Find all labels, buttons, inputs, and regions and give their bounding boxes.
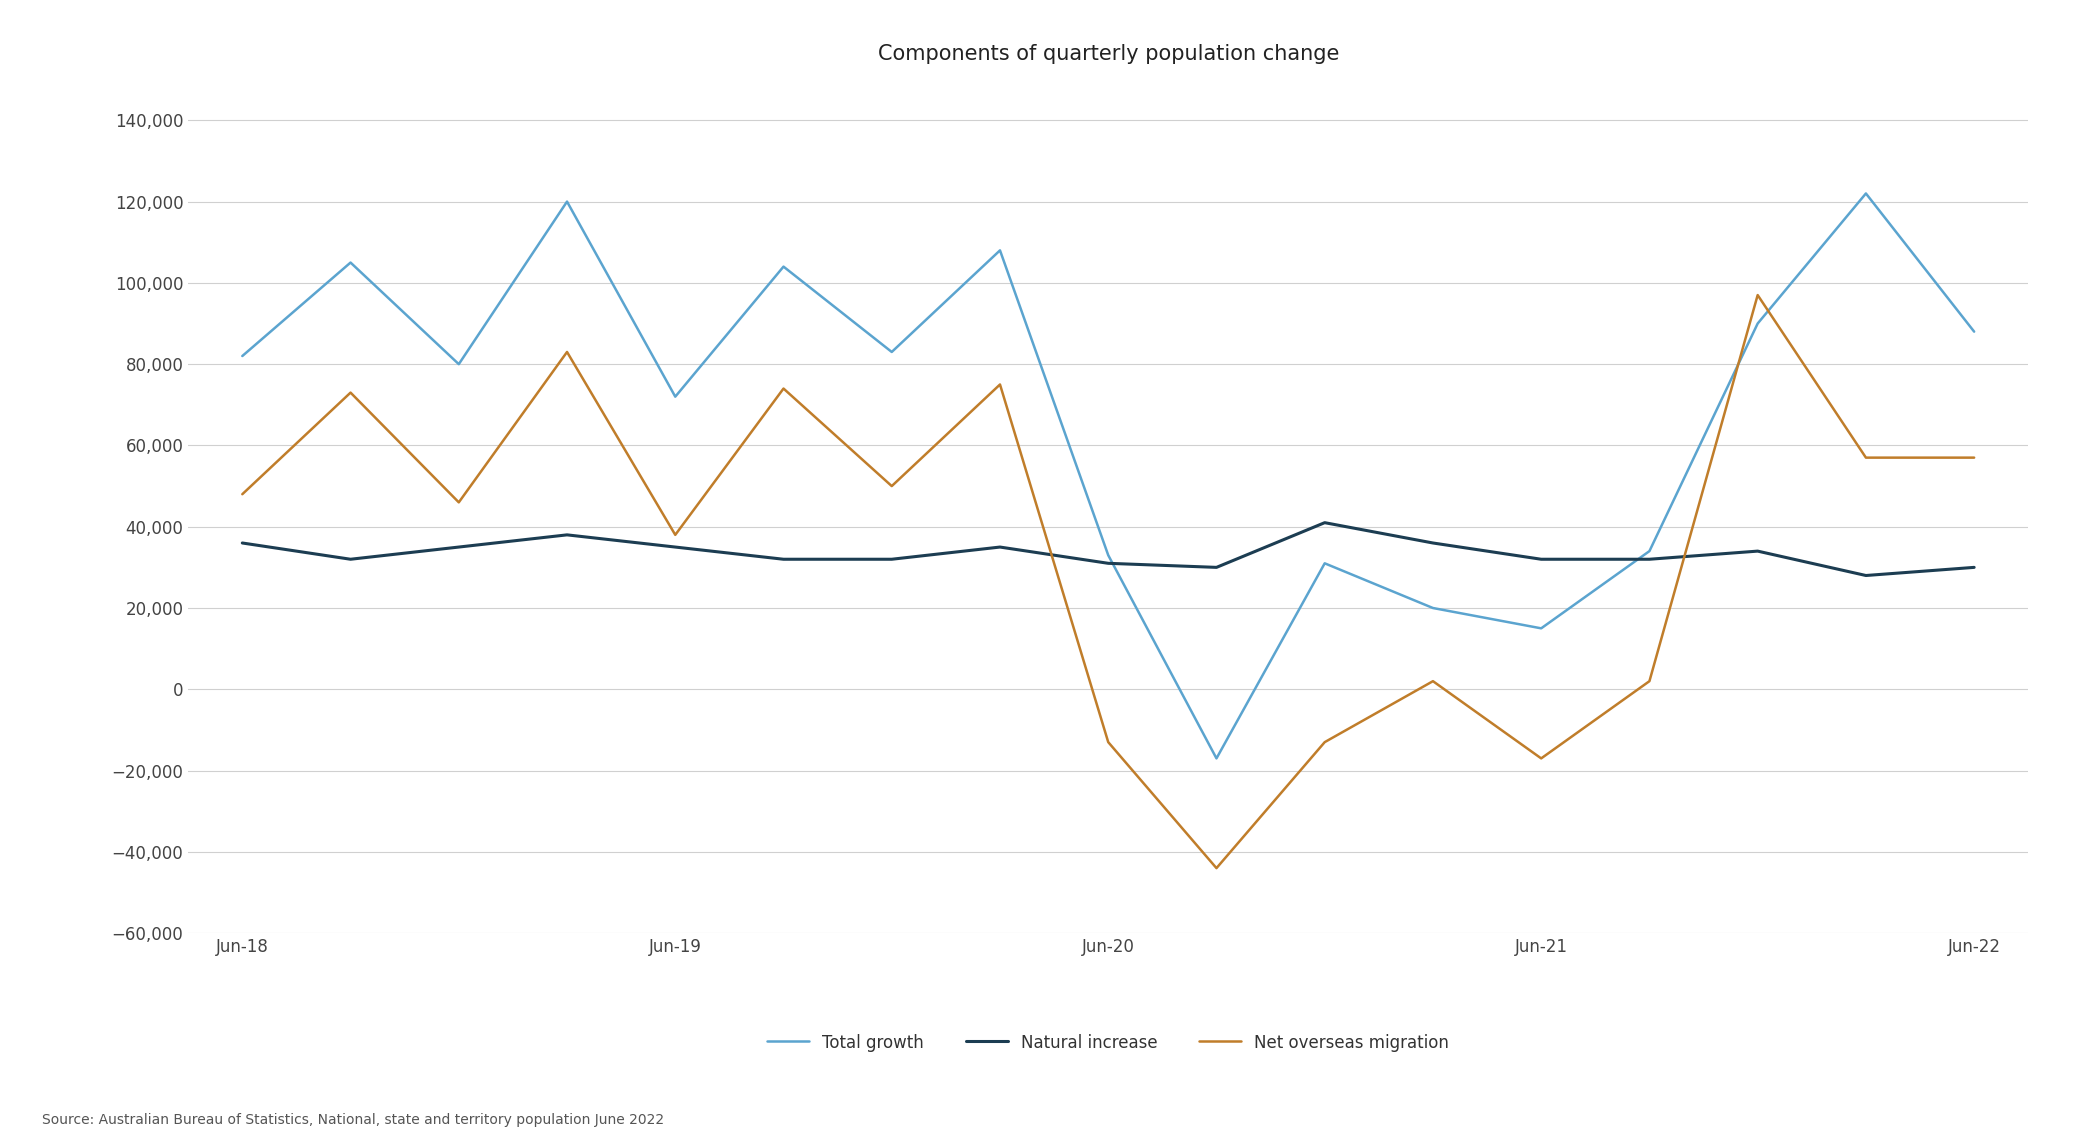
Total growth — [987, 244, 1012, 257]
Total growth — [230, 349, 255, 363]
Total growth — [1637, 544, 1662, 558]
Total growth — [445, 357, 470, 371]
Net overseas migration — [1961, 451, 1986, 464]
Text: Source: Australian Bureau of Statistics, National, state and territory populatio: Source: Australian Bureau of Statistics,… — [42, 1113, 665, 1127]
Legend: Total growth, Natural increase, Net overseas migration: Total growth, Natural increase, Net over… — [761, 1026, 1455, 1058]
Net overseas migration — [1853, 451, 1878, 464]
Natural increase — [230, 536, 255, 550]
Total growth — [1313, 556, 1338, 570]
Natural increase — [339, 552, 364, 566]
Net overseas migration — [878, 479, 903, 493]
Total growth — [1420, 601, 1445, 615]
Natural increase — [1529, 552, 1554, 566]
Natural increase — [554, 528, 579, 542]
Net overseas migration — [1204, 861, 1230, 875]
Net overseas migration — [1420, 675, 1445, 688]
Total growth — [663, 390, 688, 404]
Net overseas migration — [663, 528, 688, 542]
Net overseas migration — [1746, 288, 1771, 302]
Total growth — [1096, 549, 1121, 562]
Net overseas migration — [1313, 735, 1338, 749]
Total growth — [1961, 324, 1986, 338]
Total growth — [1529, 621, 1554, 635]
Title: Components of quarterly population change: Components of quarterly population chang… — [878, 44, 1338, 64]
Net overseas migration — [1637, 675, 1662, 688]
Net overseas migration — [554, 345, 579, 358]
Net overseas migration — [987, 378, 1012, 391]
Total growth — [1204, 751, 1230, 765]
Total growth — [554, 195, 579, 208]
Net overseas migration — [339, 386, 364, 399]
Natural increase — [1637, 552, 1662, 566]
Natural increase — [445, 541, 470, 554]
Net overseas migration — [445, 495, 470, 509]
Natural increase — [878, 552, 903, 566]
Net overseas migration — [772, 381, 797, 395]
Total growth — [1853, 187, 1878, 200]
Line: Net overseas migration: Net overseas migration — [243, 295, 1974, 868]
Natural increase — [1961, 561, 1986, 575]
Line: Total growth: Total growth — [243, 193, 1974, 758]
Total growth — [878, 345, 903, 358]
Natural increase — [1204, 561, 1230, 575]
Total growth — [772, 259, 797, 273]
Total growth — [1746, 316, 1771, 330]
Net overseas migration — [1096, 735, 1121, 749]
Line: Natural increase: Natural increase — [243, 522, 1974, 576]
Natural increase — [1313, 516, 1338, 529]
Total growth — [339, 256, 364, 270]
Net overseas migration — [1529, 751, 1554, 765]
Natural increase — [1096, 556, 1121, 570]
Natural increase — [1420, 536, 1445, 550]
Natural increase — [772, 552, 797, 566]
Natural increase — [663, 541, 688, 554]
Natural increase — [1746, 544, 1771, 558]
Net overseas migration — [230, 487, 255, 501]
Natural increase — [1853, 569, 1878, 583]
Natural increase — [987, 541, 1012, 554]
